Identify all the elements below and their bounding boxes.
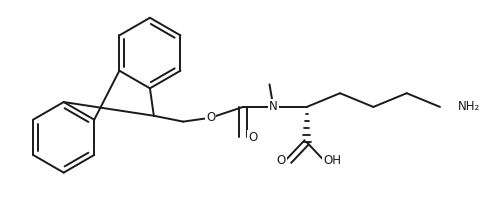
Text: O: O bbox=[277, 154, 286, 167]
Text: OH: OH bbox=[323, 154, 341, 167]
Text: NH₂: NH₂ bbox=[458, 100, 480, 113]
Text: O: O bbox=[248, 131, 258, 144]
Text: N: N bbox=[269, 100, 278, 113]
Text: O: O bbox=[206, 111, 215, 124]
